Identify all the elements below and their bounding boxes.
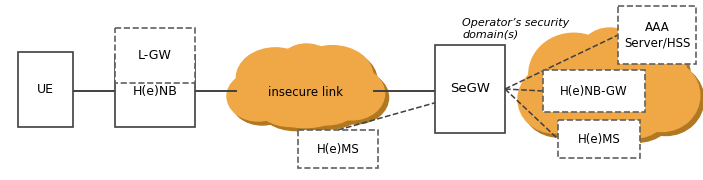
- Ellipse shape: [518, 66, 590, 133]
- Ellipse shape: [582, 32, 645, 89]
- Text: H(e)MS: H(e)MS: [578, 132, 620, 145]
- Ellipse shape: [292, 46, 373, 106]
- Ellipse shape: [579, 28, 641, 85]
- Text: AAA
Server/HSS: AAA Server/HSS: [624, 21, 690, 49]
- Bar: [18, 52, 73, 127]
- Ellipse shape: [600, 79, 675, 142]
- Ellipse shape: [296, 50, 377, 110]
- Ellipse shape: [231, 75, 293, 125]
- Bar: [618, 6, 696, 64]
- Ellipse shape: [319, 67, 385, 120]
- Ellipse shape: [254, 52, 363, 132]
- Ellipse shape: [240, 52, 318, 112]
- Bar: [543, 70, 645, 112]
- Ellipse shape: [624, 60, 699, 132]
- Ellipse shape: [597, 34, 690, 117]
- Ellipse shape: [551, 78, 632, 141]
- Text: H(e)NB: H(e)NB: [133, 84, 177, 98]
- Ellipse shape: [250, 48, 360, 128]
- Text: H(e)MS: H(e)MS: [316, 143, 359, 156]
- Bar: [115, 28, 195, 83]
- Ellipse shape: [256, 80, 326, 127]
- Ellipse shape: [555, 82, 636, 145]
- Bar: [115, 55, 195, 127]
- Ellipse shape: [595, 75, 671, 138]
- Text: SeGW: SeGW: [450, 82, 490, 96]
- Ellipse shape: [260, 84, 330, 130]
- Ellipse shape: [236, 48, 314, 108]
- Ellipse shape: [533, 37, 623, 120]
- Ellipse shape: [545, 34, 671, 142]
- Ellipse shape: [628, 64, 703, 136]
- Ellipse shape: [279, 44, 334, 86]
- Text: UE: UE: [37, 83, 54, 96]
- Text: Operator’s security
domain(s): Operator’s security domain(s): [462, 18, 569, 40]
- Text: L-GW: L-GW: [138, 49, 172, 62]
- Ellipse shape: [283, 48, 338, 90]
- Bar: [298, 130, 378, 168]
- Ellipse shape: [323, 71, 389, 124]
- Ellipse shape: [529, 33, 619, 116]
- Ellipse shape: [227, 71, 290, 121]
- Ellipse shape: [298, 83, 363, 129]
- Text: insecure link: insecure link: [268, 87, 342, 100]
- Text: H(e)NB-GW: H(e)NB-GW: [560, 84, 628, 98]
- Ellipse shape: [294, 79, 360, 125]
- Bar: [435, 45, 505, 133]
- Ellipse shape: [593, 30, 686, 113]
- Bar: [558, 120, 640, 158]
- Ellipse shape: [549, 38, 675, 146]
- Ellipse shape: [522, 69, 594, 137]
